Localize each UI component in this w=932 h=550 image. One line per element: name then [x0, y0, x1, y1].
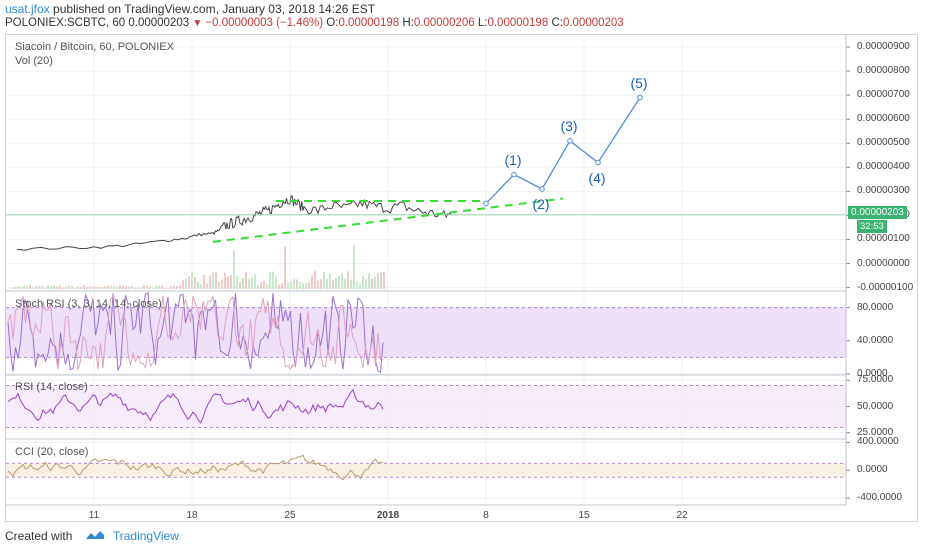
y-tick-label: 0.00000700: [857, 89, 910, 101]
support-trendline: [212, 197, 564, 243]
high-value: 0.00000206: [413, 17, 475, 29]
y-tick-label: 0.0000: [857, 464, 888, 476]
close-value: 0.00000203: [562, 17, 624, 29]
author-link[interactable]: usat.jfox: [5, 2, 50, 16]
y-tick-label: -0.00000100: [857, 281, 914, 293]
elliott-wave-path: [485, 97, 641, 204]
wave-label: (4): [588, 169, 606, 186]
wave-point: [637, 94, 643, 101]
last-price: 0.00000203: [128, 17, 190, 29]
published-text: published on TradingView.com, January 03…: [53, 2, 376, 16]
cci-label: CCI (20, close): [15, 446, 89, 458]
x-tick-label: 18: [186, 510, 198, 521]
y-tick-label: 400.0000: [857, 436, 899, 448]
y-tick-label: -400.0000: [857, 492, 903, 504]
stoch-rsi-line: [7, 292, 384, 373]
high-label: H:: [402, 17, 414, 29]
x-tick-label: 15: [578, 510, 590, 521]
tradingview-cloud-icon: [84, 529, 106, 544]
wave-point: [511, 171, 517, 178]
tradingview-link[interactable]: TradingView: [112, 529, 179, 543]
vol-label: Vol (20): [15, 55, 53, 67]
rsi-label: RSI (14, close): [15, 381, 88, 393]
y-tick-label: 0.00000600: [857, 113, 910, 125]
y-tick-label: 0.00000100: [857, 233, 910, 245]
main-title: Siacoin / Bitcoin, 60, POLONIEX: [15, 41, 174, 53]
down-triangle-icon: ▼: [192, 18, 203, 29]
wave-point: [567, 138, 573, 144]
price-line: [16, 195, 452, 251]
x-tick-label: 25: [284, 510, 296, 521]
y-tick-label: 40.0000: [857, 334, 894, 346]
y-tick-label: 0.00000500: [857, 137, 910, 149]
x-tick-label: 8: [483, 510, 489, 521]
y-tick-label: 0.00000000: [857, 257, 910, 269]
y-tick-label: 80.0000: [857, 301, 894, 313]
footer: Created with TradingView: [5, 529, 179, 544]
chart-frame: [5, 34, 918, 522]
wave-point: [483, 200, 489, 207]
indicator-band: [6, 385, 846, 428]
stoch-rsi-signal-line: [7, 295, 384, 370]
current-price-tag: 0.00000203: [848, 206, 907, 219]
rsi-line: [7, 388, 384, 424]
wave-label: (5): [630, 74, 648, 91]
wave-label: (1): [504, 151, 522, 168]
wave-point: [539, 186, 545, 192]
ohlc-bar: POLONIEX:SCBTC, 60 0.00000203 ▼ −0.00000…: [5, 17, 624, 29]
low-label: L:: [477, 17, 488, 29]
close-label: C:: [551, 17, 563, 29]
indicator-band: [6, 307, 846, 358]
y-tick-label: 25.0000: [857, 426, 894, 438]
y-tick-label: 75.0000: [857, 374, 894, 386]
wave-label: (2): [532, 195, 550, 212]
y-tick-label: 0.00000900: [857, 41, 910, 53]
y-tick-label: 0.00000300: [857, 185, 910, 197]
candle-timer-tag: 32:53: [857, 220, 887, 233]
created-with-text: Created with: [5, 529, 73, 543]
price-change: −0.00000003 (−1.46%): [205, 17, 324, 29]
y-tick-label: 0.0000: [857, 368, 888, 379]
y-tick-label: 0.00000400: [857, 161, 910, 173]
symbol-label: POLONIEX:SCBTC, 60: [5, 17, 126, 29]
open-label: O:: [326, 17, 339, 29]
x-tick-label: 22: [676, 510, 688, 521]
wave-point: [595, 159, 601, 166]
open-value: 0.00000198: [338, 17, 400, 29]
y-tick-label: 0.00000800: [857, 65, 910, 77]
indicator-band: [6, 463, 846, 478]
x-tick-label: 11: [88, 510, 100, 521]
stoch-label: Stoch RSI (3, 3, 14, 14, close): [15, 298, 162, 310]
wave-label: (3): [560, 117, 578, 134]
y-tick-label: 50.0000: [857, 400, 894, 412]
cci-line: [7, 454, 384, 481]
low-value: 0.00000198: [487, 17, 549, 29]
publish-info: usat.jfox published on TradingView.com, …: [5, 2, 375, 16]
x-tick-label: 2018: [376, 510, 400, 521]
